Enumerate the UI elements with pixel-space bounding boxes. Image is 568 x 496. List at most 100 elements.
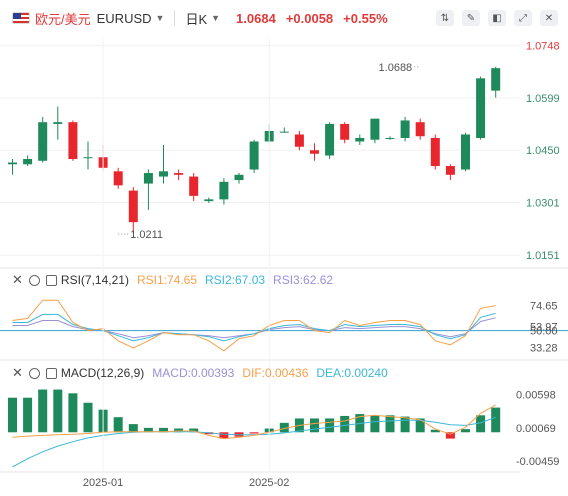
macd-visibility-icon[interactable] bbox=[45, 367, 57, 379]
macd-bar bbox=[415, 418, 425, 433]
candle-body bbox=[325, 123, 335, 156]
time-tick-label: 2025-02 bbox=[249, 477, 289, 489]
candle-body bbox=[189, 176, 199, 196]
candle-body bbox=[445, 166, 455, 175]
macd-bar bbox=[38, 389, 48, 433]
macd-tick-label: 0.00069 bbox=[516, 423, 556, 435]
candle-body bbox=[38, 122, 48, 161]
symbol-dropdown-icon[interactable]: ▼ bbox=[155, 13, 165, 23]
compare-icon[interactable]: ⇅ bbox=[436, 10, 454, 26]
candle-body bbox=[310, 150, 319, 154]
candle-body bbox=[83, 157, 93, 159]
candle-body bbox=[340, 123, 350, 140]
macd-name: MACD(12,26,9) bbox=[60, 366, 145, 380]
macd-bar bbox=[143, 427, 153, 433]
macd-bar bbox=[189, 428, 199, 433]
macd-close-icon[interactable]: ✕ bbox=[12, 365, 23, 380]
macd-bar bbox=[430, 429, 440, 433]
price-annotations: 1.0688 1.0211 bbox=[118, 62, 421, 241]
price-change-pct: +0.55% bbox=[343, 10, 388, 26]
candle-body bbox=[430, 137, 440, 167]
macd-tick-label: -0.00459 bbox=[516, 456, 559, 468]
high-annotation: 1.0688 bbox=[379, 62, 413, 74]
macd-bar bbox=[219, 432, 229, 439]
header-divider bbox=[174, 10, 176, 26]
price-gridlines bbox=[0, 45, 520, 256]
macd-bar bbox=[476, 415, 486, 433]
candle-body bbox=[159, 171, 168, 177]
rsi-tick-label: 53.97 bbox=[530, 322, 558, 334]
candle-body bbox=[415, 122, 425, 137]
dif-line bbox=[12, 404, 496, 440]
last-price: 1.0684 bbox=[236, 10, 276, 26]
macd-settings-icon[interactable] bbox=[28, 367, 40, 379]
candle-body bbox=[8, 162, 17, 165]
macd-tick-label: 0.00598 bbox=[516, 390, 556, 402]
candle-body bbox=[370, 118, 380, 140]
macd-lines bbox=[12, 404, 496, 468]
macd-bar bbox=[249, 432, 259, 434]
macd-bar bbox=[83, 402, 93, 433]
macd-axis: 0.00598 0.00069 -0.00459 bbox=[516, 390, 559, 468]
draw-icon[interactable]: ✎ bbox=[462, 10, 480, 26]
price-tick-label: 1.0748 bbox=[526, 41, 560, 53]
candle-body bbox=[234, 174, 244, 181]
candle-body bbox=[385, 137, 395, 139]
macd-bar bbox=[385, 415, 395, 433]
low-annotation: 1.0211 bbox=[130, 229, 163, 241]
candle-body bbox=[249, 141, 259, 170]
symbol-name-cn[interactable]: 欧元/美元 bbox=[35, 11, 91, 27]
expand-icon[interactable]: ⤢ bbox=[514, 10, 532, 26]
macd-bar bbox=[23, 397, 33, 433]
period-selector[interactable]: 日K bbox=[185, 11, 208, 27]
rsi2-line bbox=[12, 312, 496, 342]
period-dropdown-icon[interactable]: ▼ bbox=[211, 13, 221, 23]
macd-bar bbox=[461, 429, 470, 433]
macd-bar bbox=[279, 422, 289, 433]
rsi-visibility-icon[interactable] bbox=[45, 274, 57, 286]
rsi3-value: RSI3:62.62 bbox=[273, 273, 334, 287]
macd-bar bbox=[8, 397, 17, 433]
macd-legend: ✕ MACD(12,26,9) MACD:0.00393 DIF:0.00436… bbox=[0, 363, 388, 383]
price-tick-label: 1.0599 bbox=[526, 93, 560, 105]
dea-line bbox=[12, 416, 496, 468]
candle-body bbox=[294, 134, 304, 147]
rsi-settings-icon[interactable] bbox=[28, 274, 40, 286]
rsi-tick-label: 33.28 bbox=[530, 343, 558, 355]
macd-bar bbox=[400, 416, 410, 433]
chart-toolbar: ⇅ ✎ ◧ ⤢ ✕ bbox=[436, 10, 558, 26]
candle-body bbox=[355, 137, 365, 142]
candle-body bbox=[174, 173, 184, 175]
macd-histogram bbox=[8, 389, 501, 439]
macd-bar bbox=[113, 417, 123, 433]
indicator-icon[interactable]: ◧ bbox=[488, 10, 506, 26]
price-tick-label: 1.0450 bbox=[526, 145, 560, 157]
macd-value: MACD:0.00393 bbox=[152, 366, 235, 380]
macd-bar bbox=[445, 432, 455, 439]
macd-bar bbox=[174, 428, 184, 433]
rsi-close-icon[interactable]: ✕ bbox=[12, 272, 23, 287]
macd-bar bbox=[53, 389, 63, 433]
candle-body bbox=[219, 181, 229, 200]
symbol-code[interactable]: EURUSD bbox=[96, 10, 152, 26]
rsi-legend: ✕ RSI(7,14,21) RSI1:74.65 RSI2:67.03 RSI… bbox=[0, 270, 333, 290]
close-icon[interactable]: ✕ bbox=[540, 10, 558, 26]
macd-bar bbox=[310, 418, 319, 433]
chart-header: 欧元/美元 EURUSD ▼ 日K ▼ 1.0684 +0.0058 +0.55… bbox=[0, 0, 568, 36]
rsi2-value: RSI2:67.03 bbox=[205, 273, 266, 287]
macd-bar bbox=[128, 424, 138, 433]
candle-body bbox=[204, 199, 214, 202]
macd-bar bbox=[340, 415, 350, 433]
candle-body bbox=[279, 131, 289, 133]
macd-bar bbox=[370, 415, 380, 433]
eu-us-flag-icon bbox=[12, 12, 30, 24]
candle-body bbox=[68, 122, 78, 160]
time-tick-label: 2025-01 bbox=[83, 477, 123, 489]
rsi-tick-label: 50.00 bbox=[530, 326, 558, 338]
rsi-name: RSI(7,14,21) bbox=[60, 273, 129, 287]
time-axis: 2025-01 2025-02 bbox=[83, 38, 289, 489]
rsi1-value: RSI1:74.65 bbox=[136, 273, 197, 287]
rsi1-line bbox=[12, 299, 496, 352]
